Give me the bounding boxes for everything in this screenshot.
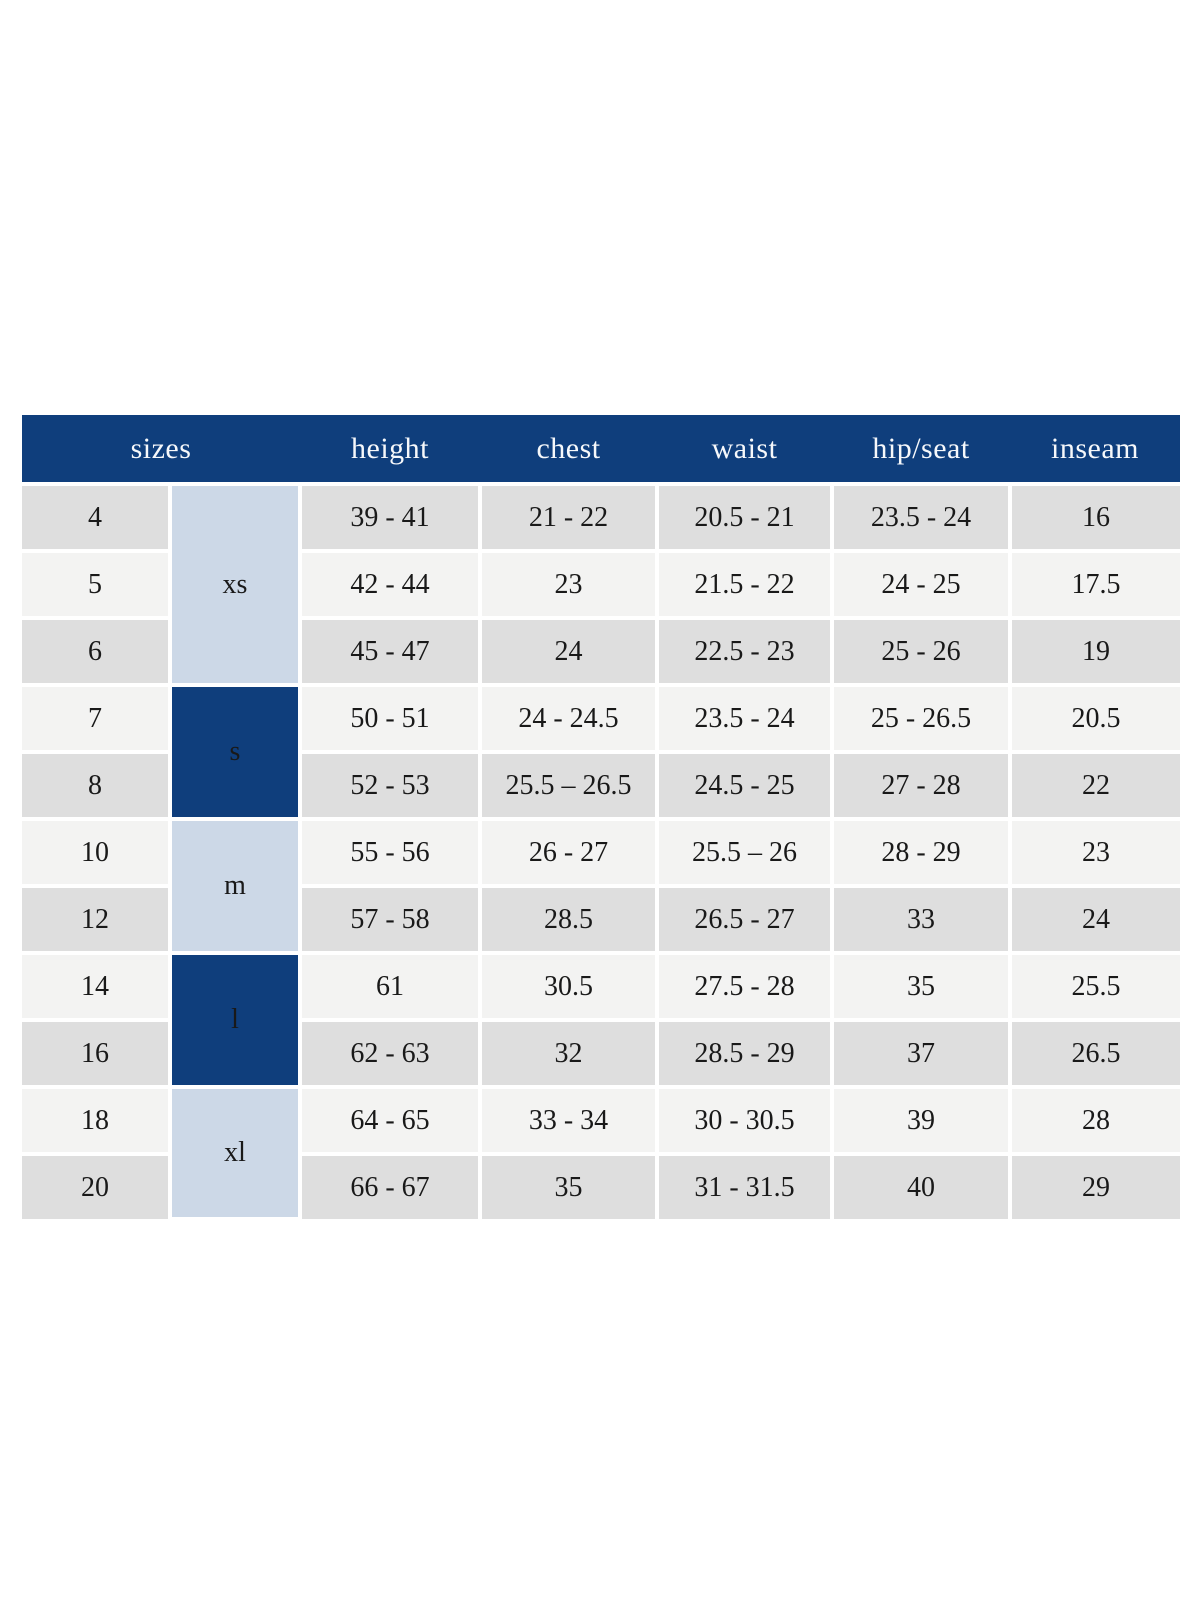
- size-cell: 16: [22, 1018, 172, 1089]
- col-header-sizes: sizes: [22, 415, 301, 486]
- hip-seat-cell: 23.5 - 24: [830, 484, 1013, 553]
- inseam-cell: 26.5: [1008, 1018, 1181, 1089]
- waist-cell: 28.5 - 29: [655, 1018, 835, 1089]
- table-row: 18 xl 64 - 65 33 - 34 30 - 30.5 39 28: [22, 1085, 1181, 1221]
- inseam-cell: 29: [1008, 1152, 1181, 1219]
- chest-cell: 33 - 34: [478, 1085, 660, 1156]
- size-cell: 8: [22, 750, 172, 821]
- size-cell: 18: [22, 1085, 172, 1156]
- size-cell: 14: [22, 951, 172, 1022]
- waist-cell: 20.5 - 21: [655, 484, 835, 553]
- inseam-cell: 24: [1008, 884, 1181, 955]
- size-cell: 10: [22, 817, 172, 888]
- size-cell: 12: [22, 884, 172, 955]
- size-group-cell-s: s: [167, 683, 303, 821]
- inseam-cell: 22: [1008, 750, 1181, 821]
- height-cell: 50 - 51: [298, 683, 483, 754]
- waist-cell: 27.5 - 28: [655, 951, 835, 1022]
- col-header-waist: waist: [657, 415, 833, 486]
- waist-cell: 22.5 - 23: [655, 616, 835, 687]
- chest-cell: 21 - 22: [478, 484, 660, 553]
- waist-cell: 25.5 – 26: [655, 817, 835, 888]
- waist-cell: 31 - 31.5: [655, 1152, 835, 1219]
- table-row: 20 66 - 67 35 31 - 31.5 40 29: [22, 1152, 1181, 1219]
- col-header-chest: chest: [480, 415, 658, 486]
- height-cell: 42 - 44: [298, 549, 483, 620]
- table-row: 12 57 - 58 28.5 26.5 - 27 33 24: [22, 884, 1181, 955]
- size-chart-container: sizes height chest waist hip/seat inseam…: [22, 415, 1181, 1221]
- height-cell: 52 - 53: [298, 750, 483, 821]
- table-row: 4 xs 39 - 41 21 - 22 20.5 - 21 23.5 - 24…: [22, 484, 1181, 687]
- col-header-inseam: inseam: [1010, 415, 1181, 486]
- table-row: 7 s 50 - 51 24 - 24.5 23.5 - 24 25 - 26.…: [22, 683, 1181, 821]
- chest-cell: 35: [478, 1152, 660, 1219]
- inseam-cell: 17.5: [1008, 549, 1181, 620]
- size-cell: 5: [22, 549, 172, 620]
- size-group-cell-xs: xs: [167, 484, 303, 687]
- hip-seat-cell: 24 - 25: [830, 549, 1013, 620]
- hip-seat-cell: 40: [830, 1152, 1013, 1219]
- col-header-hip-seat: hip/seat: [832, 415, 1011, 486]
- size-cell: 6: [22, 616, 172, 687]
- height-cell: 39 - 41: [298, 484, 483, 553]
- table-row: 8 52 - 53 25.5 – 26.5 24.5 - 25 27 - 28 …: [22, 750, 1181, 821]
- inseam-cell: 28: [1008, 1085, 1181, 1156]
- waist-cell: 21.5 - 22: [655, 549, 835, 620]
- inseam-cell: 25.5: [1008, 951, 1181, 1022]
- hip-seat-cell: 39: [830, 1085, 1013, 1156]
- height-cell: 66 - 67: [298, 1152, 483, 1219]
- waist-cell: 23.5 - 24: [655, 683, 835, 754]
- hip-seat-cell: 35: [830, 951, 1013, 1022]
- chest-cell: 24: [478, 616, 660, 687]
- height-cell: 55 - 56: [298, 817, 483, 888]
- hip-seat-cell: 28 - 29: [830, 817, 1013, 888]
- waist-cell: 24.5 - 25: [655, 750, 835, 821]
- hip-seat-cell: 25 - 26.5: [830, 683, 1013, 754]
- inseam-cell: 20.5: [1008, 683, 1181, 754]
- hip-seat-cell: 37: [830, 1018, 1013, 1089]
- height-cell: 62 - 63: [298, 1018, 483, 1089]
- hip-seat-cell: 33: [830, 884, 1013, 955]
- table-header-row: sizes height chest waist hip/seat inseam: [22, 415, 1181, 486]
- height-cell: 61: [298, 951, 483, 1022]
- size-cell: 7: [22, 683, 172, 754]
- height-cell: 57 - 58: [298, 884, 483, 955]
- height-cell: 64 - 65: [298, 1085, 483, 1156]
- inseam-cell: 23: [1008, 817, 1181, 888]
- size-chart-table: sizes height chest waist hip/seat inseam…: [22, 415, 1181, 1221]
- chest-cell: 24 - 24.5: [478, 683, 660, 754]
- table-row: 16 62 - 63 32 28.5 - 29 37 26.5: [22, 1018, 1181, 1089]
- chest-cell: 25.5 – 26.5: [478, 750, 660, 821]
- size-group-cell-xl: xl: [167, 1085, 303, 1221]
- hip-seat-cell: 25 - 26: [830, 616, 1013, 687]
- chest-cell: 23: [478, 549, 660, 620]
- waist-cell: 30 - 30.5: [655, 1085, 835, 1156]
- size-group-cell-m: m: [167, 817, 303, 955]
- inseam-cell: 16: [1008, 484, 1181, 553]
- size-group-cell-l: l: [167, 951, 303, 1089]
- table-row: 14 l 61 30.5 27.5 - 28 35 25.5: [22, 951, 1181, 1089]
- table-row: 6 45 - 47 24 22.5 - 23 25 - 26 19: [22, 616, 1181, 687]
- chest-cell: 30.5: [478, 951, 660, 1022]
- chest-cell: 26 - 27: [478, 817, 660, 888]
- table-row: 5 42 - 44 23 21.5 - 22 24 - 25 17.5: [22, 549, 1181, 620]
- table-row: 10 m 55 - 56 26 - 27 25.5 – 26 28 - 29 2…: [22, 817, 1181, 955]
- chest-cell: 32: [478, 1018, 660, 1089]
- size-cell: 20: [22, 1152, 172, 1219]
- waist-cell: 26.5 - 27: [655, 884, 835, 955]
- col-header-height: height: [300, 415, 481, 486]
- height-cell: 45 - 47: [298, 616, 483, 687]
- chest-cell: 28.5: [478, 884, 660, 955]
- hip-seat-cell: 27 - 28: [830, 750, 1013, 821]
- size-cell: 4: [22, 484, 172, 553]
- inseam-cell: 19: [1008, 616, 1181, 687]
